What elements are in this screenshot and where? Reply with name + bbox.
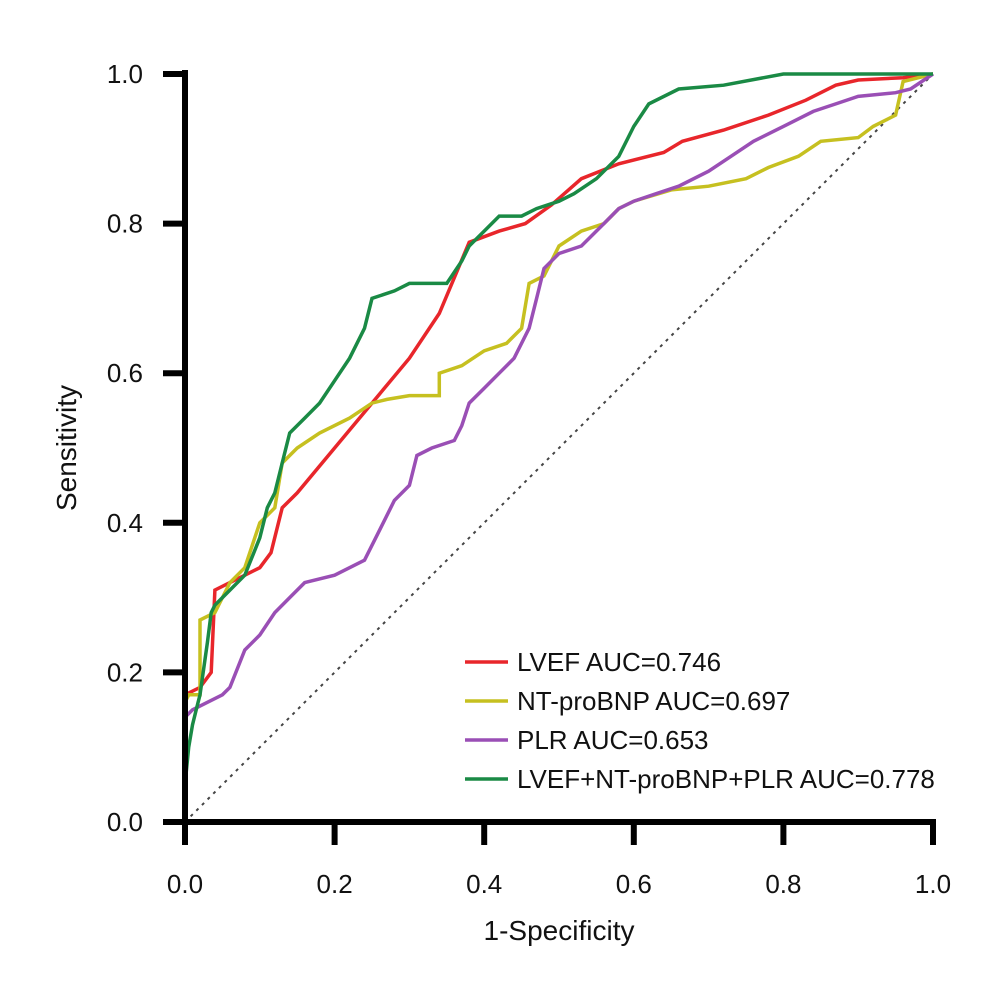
x-tick-label: 0.6 (616, 869, 652, 899)
x-tick-label: 0.4 (466, 869, 502, 899)
x-tick-label: 0.0 (167, 869, 203, 899)
x-tick-label: 0.2 (317, 869, 353, 899)
y-tick-label: 0.2 (107, 657, 143, 687)
legend-label: NT-proBNP AUC=0.697 (517, 686, 790, 716)
legend-label: PLR AUC=0.653 (517, 725, 709, 755)
y-tick-label: 1.0 (107, 59, 143, 89)
y-axis-ticks: 0.0 0.2 0.4 0.6 0.8 1.0 (107, 59, 185, 837)
series-line-3 (183, 72, 933, 822)
series-line-2 (183, 72, 934, 822)
y-tick-label: 0.8 (107, 209, 143, 239)
y-axis-title: Sensitivity (51, 385, 82, 511)
y-tick-label: 0.4 (107, 508, 143, 538)
x-tick-label: 0.8 (765, 869, 801, 899)
legend: LVEF AUC=0.746 NT-proBNP AUC=0.697 PLR AUC… (465, 647, 935, 794)
legend-label: LVEF+NT-proBNP+PLR AUC=0.778 (517, 764, 935, 794)
x-axis-title: 1-Specificity (484, 915, 635, 946)
legend-label: LVEF AUC=0.746 (517, 647, 721, 677)
x-axis-ticks: 0.0 0.2 0.4 0.6 0.8 1.0 (167, 822, 951, 899)
y-tick-label: 0.6 (107, 358, 143, 388)
series-line-1 (183, 72, 934, 822)
series-lines (183, 72, 934, 822)
reference-diagonal-line (184, 73, 934, 823)
x-tick-label: 1.0 (915, 869, 951, 899)
y-tick-label: 0.0 (107, 807, 143, 837)
